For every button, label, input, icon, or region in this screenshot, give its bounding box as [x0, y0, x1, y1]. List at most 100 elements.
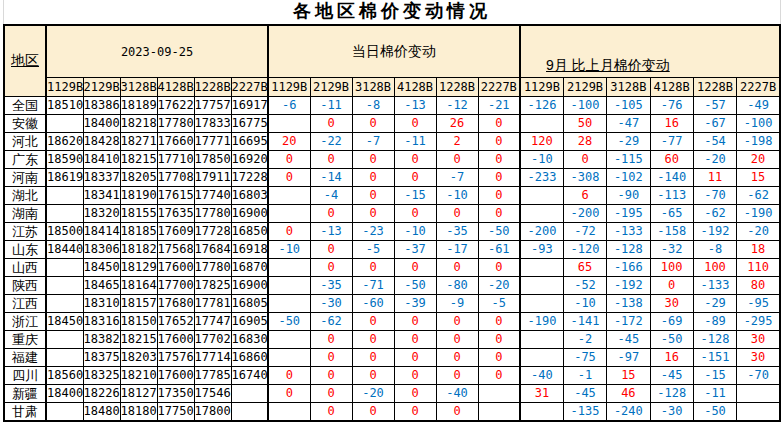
- price-cell: 18410: [83, 151, 120, 169]
- monthly-change-cell: -120: [563, 241, 606, 259]
- table-row: 江西1831018157176801778116805-30-60-39-9-5…: [4, 295, 780, 313]
- monthly-change-cell: -89: [693, 313, 736, 331]
- monthly-change-cell: -2: [563, 331, 606, 349]
- daily-change-cell: -10: [394, 223, 436, 241]
- daily-change-cell: 0: [268, 151, 310, 169]
- price-cell: 18180: [120, 403, 157, 422]
- grade-header-1129B: 1129B: [268, 78, 310, 97]
- monthly-change-cell: -151: [693, 349, 736, 367]
- monthly-change-cell: -47: [607, 115, 650, 133]
- daily-change-cell: 0: [352, 115, 394, 133]
- price-cell: 18620: [46, 133, 83, 151]
- region-cell: 河南: [4, 169, 46, 187]
- daily-change-cell: -11: [394, 133, 436, 151]
- daily-change-cell: 0: [478, 205, 520, 223]
- price-cell: 18127: [120, 385, 157, 403]
- region-cell: 重庆: [4, 331, 46, 349]
- price-cell: 17710: [157, 151, 194, 169]
- price-cell: 16917: [231, 97, 268, 115]
- daily-change-cell: -13: [310, 223, 352, 241]
- price-cell: 18382: [83, 331, 120, 349]
- monthly-change-cell: -166: [607, 259, 650, 277]
- monthly-change-cell: 120: [520, 133, 563, 151]
- price-cell: 17833: [194, 115, 231, 133]
- grade-header-2227B: 2227B: [478, 78, 520, 97]
- monthly-change-cell: -65: [650, 205, 693, 223]
- daily-change-cell: 0: [394, 313, 436, 331]
- price-cell: 16740: [231, 367, 268, 385]
- grade-header-1129B: 1129B: [520, 78, 563, 97]
- region-cell: 四川: [4, 367, 46, 385]
- daily-change-cell: -60: [352, 295, 394, 313]
- monthly-change-cell: -70: [737, 367, 780, 385]
- monthly-change-cell: -97: [607, 349, 650, 367]
- monthly-change-cell: -172: [607, 313, 650, 331]
- monthly-change-cell: -72: [563, 223, 606, 241]
- price-cell: 18190: [120, 187, 157, 205]
- daily-change-cell: [478, 385, 520, 403]
- daily-change-cell: 0: [436, 403, 478, 422]
- monthly-change-cell: -50: [693, 403, 736, 422]
- monthly-change-cell: 16: [650, 115, 693, 133]
- daily-change-cell: 0: [268, 367, 310, 385]
- monthly-change-cell: -62: [693, 205, 736, 223]
- monthly-change-cell: -195: [607, 205, 650, 223]
- monthly-change-cell: 30: [737, 331, 780, 349]
- daily-change-cell: 0: [352, 313, 394, 331]
- grade-header-4128B: 4128B: [157, 78, 194, 97]
- monthly-change-cell: 100: [693, 259, 736, 277]
- monthly-change-cell: 100: [650, 259, 693, 277]
- region-cell: 江西: [4, 295, 46, 313]
- daily-change-cell: 0: [394, 367, 436, 385]
- daily-change-cell: 0: [352, 331, 394, 349]
- monthly-change-cell: -200: [563, 205, 606, 223]
- monthly-change-cell: -128: [650, 385, 693, 403]
- daily-change-cell: 2: [436, 133, 478, 151]
- daily-change-cell: -80: [436, 277, 478, 295]
- monthly-change-cell: -45: [607, 331, 650, 349]
- daily-change-cell: -4: [310, 187, 352, 205]
- price-cell: 18375: [83, 349, 120, 367]
- monthly-change-cell: -52: [563, 277, 606, 295]
- daily-change-cell: [478, 403, 520, 422]
- daily-change-cell: 0: [478, 259, 520, 277]
- monthly-change-cell: -1: [563, 367, 606, 385]
- monthly-change-cell: [520, 205, 563, 223]
- monthly-change-cell: -67: [693, 115, 736, 133]
- daily-change-cell: 0: [310, 241, 352, 259]
- price-cell: 18320: [83, 205, 120, 223]
- price-cell: 18164: [120, 277, 157, 295]
- price-cell: 16850: [231, 223, 268, 241]
- price-cell: [231, 403, 268, 422]
- monthly-change-cell: [520, 331, 563, 349]
- daily-change-cell: -14: [310, 169, 352, 187]
- daily-change-cell: -61: [478, 241, 520, 259]
- price-cell: 17785: [194, 367, 231, 385]
- grade-header-1228B: 1228B: [436, 78, 478, 97]
- price-cell: 17546: [194, 385, 231, 403]
- monthly-change-cell: -192: [607, 277, 650, 295]
- daily-change-cell: 0: [478, 169, 520, 187]
- monthly-change-cell: -128: [607, 241, 650, 259]
- table-row: 山东184401830618182175681768416918-100-5-3…: [4, 241, 780, 259]
- price-cell: 17708: [157, 169, 194, 187]
- daily-change-cell: -9: [436, 295, 478, 313]
- grade-header-2227B: 2227B: [231, 78, 268, 97]
- monthly-change-cell: -128: [693, 331, 736, 349]
- daily-change-cell: 0: [268, 385, 310, 403]
- price-cell: 17714: [194, 349, 231, 367]
- price-cell: 18189: [120, 97, 157, 115]
- daily-change-cell: 0: [478, 313, 520, 331]
- price-cell: 16870: [231, 259, 268, 277]
- price-cell: 16905: [231, 313, 268, 331]
- region-cell: 浙江: [4, 313, 46, 331]
- daily-change-cell: 0: [310, 205, 352, 223]
- region-cell: 全国: [4, 97, 46, 115]
- monthly-change-cell: -192: [693, 223, 736, 241]
- monthly-change-cell: -90: [607, 187, 650, 205]
- daily-change-cell: 0: [310, 259, 352, 277]
- daily-change-cell: 0: [352, 367, 394, 385]
- price-cell: [46, 205, 83, 223]
- grade-header-row: 1129B2129B3128B4128B1228B2227B1129B2129B…: [4, 78, 780, 97]
- monthly-change-cell: -198: [737, 133, 780, 151]
